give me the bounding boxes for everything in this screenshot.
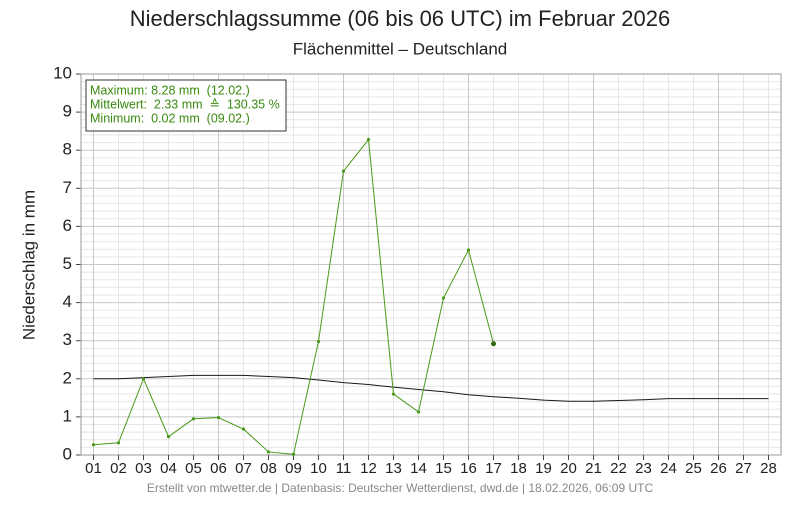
x-tick-label: 18 (510, 460, 527, 477)
data-point (316, 339, 321, 344)
y-tick-label: 9 (63, 102, 72, 121)
x-tick-label: 27 (735, 460, 752, 477)
x-tick-label: 16 (460, 460, 477, 477)
x-tick-label: 04 (160, 460, 177, 477)
x-tick-label: 25 (685, 460, 702, 477)
x-tick-label: 06 (210, 460, 227, 477)
y-tick-label: 4 (63, 292, 72, 311)
y-tick-label: 10 (53, 63, 72, 82)
x-tick-label: 22 (610, 460, 627, 477)
x-tick-label: 26 (710, 460, 727, 477)
data-point (166, 435, 171, 439)
x-tick-label: 20 (560, 460, 577, 477)
y-tick-label: 8 (63, 140, 72, 159)
data-point (466, 248, 471, 252)
stats-line: Mittelwert: 2.33 mm ≙ 130.35 % (90, 97, 280, 111)
data-point (141, 377, 146, 381)
x-tick-label: 01 (85, 460, 102, 477)
x-tick-label: 07 (235, 460, 252, 477)
data-point (491, 341, 496, 347)
x-tick-label: 19 (535, 460, 552, 477)
x-tick-label: 14 (410, 460, 427, 477)
y-tick-label: 3 (63, 330, 72, 349)
plot-frame (80, 73, 782, 456)
x-tick-label: 05 (185, 460, 202, 477)
data-point (366, 137, 371, 142)
series-line (93, 374, 769, 402)
stats-line: Maximum: 8.28 mm (12.02.) (90, 83, 250, 97)
x-tick-label: 21 (585, 460, 602, 477)
x-tick-label: 11 (336, 460, 352, 477)
x-tick-label: 09 (285, 460, 302, 477)
x-tick-label: 03 (135, 460, 152, 477)
y-tick-label: 6 (63, 216, 72, 235)
x-tick-label: 13 (385, 460, 402, 477)
chart-title: Niederschlagssumme (06 bis 06 UTC) im Fe… (130, 6, 670, 31)
data-point (191, 417, 196, 421)
y-axis-label: Niederschlag in mm (19, 190, 38, 340)
data-point (291, 452, 296, 456)
x-tick-label: 08 (260, 460, 277, 477)
chart-subtitle: Flächenmittel – Deutschland (293, 39, 508, 58)
x-tick-label: 24 (660, 460, 677, 477)
x-tick-label: 10 (310, 460, 327, 477)
data-point (216, 416, 221, 420)
x-tick-label: 12 (360, 460, 377, 477)
y-tick-label: 5 (63, 254, 72, 273)
x-tick-label: 23 (635, 460, 652, 477)
x-tick-label: 28 (760, 460, 777, 477)
stats-line: Minimum: 0.02 mm (09.02.) (90, 111, 250, 125)
footer: Erstellt von mtwetter.de | Datenbasis: D… (147, 481, 654, 495)
data-point (416, 410, 421, 414)
data-point (441, 296, 446, 300)
y-tick-label: 7 (63, 178, 72, 197)
y-tick-label: 2 (63, 368, 72, 387)
y-tick-label: 1 (63, 406, 72, 425)
x-tick-label: 17 (485, 460, 502, 477)
stats-box (85, 79, 287, 132)
data-point (341, 169, 346, 173)
data-point (116, 441, 121, 445)
x-tick-label: 02 (110, 460, 127, 477)
data-point (241, 427, 246, 431)
data-point (391, 392, 396, 396)
data-point (91, 443, 96, 447)
data-point (266, 450, 271, 454)
x-tick-label: 15 (435, 460, 452, 477)
y-tick-label: 0 (63, 444, 72, 463)
